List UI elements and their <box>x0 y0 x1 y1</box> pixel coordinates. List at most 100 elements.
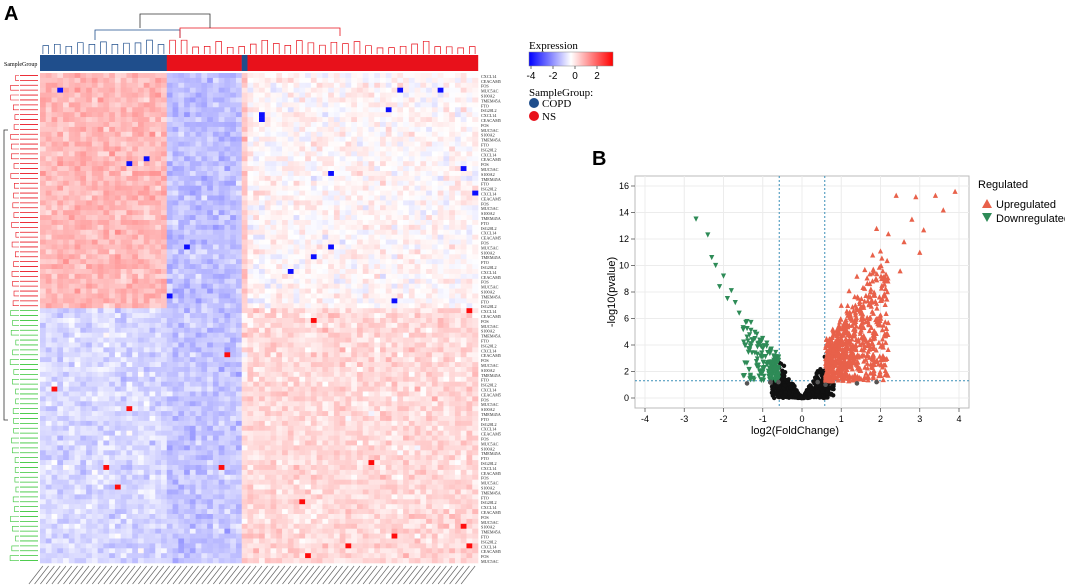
heatmap-cell <box>397 254 404 260</box>
heatmap-cell <box>339 308 346 314</box>
heatmap-cell <box>322 254 329 260</box>
heatmap-cell <box>305 205 312 211</box>
dendrogram-branch <box>180 39 188 54</box>
heatmap-cell <box>45 229 52 235</box>
heatmap-cell <box>161 107 168 113</box>
heatmap-cell <box>426 97 433 103</box>
heatmap-cell <box>408 180 415 186</box>
heatmap-cell <box>218 318 225 324</box>
heatmap-cell <box>310 77 317 84</box>
heatmap-cell <box>74 327 81 333</box>
dendrogram-branch <box>11 143 19 150</box>
heatmap-cell <box>305 357 312 363</box>
heatmap-cell <box>218 117 225 123</box>
heatmap-cell <box>178 371 185 378</box>
heatmap-cell <box>91 269 98 275</box>
heatmap-cell <box>57 303 64 309</box>
heatmap-cell <box>385 215 392 221</box>
heatmap-cell <box>51 166 58 172</box>
heatmap-cell <box>224 254 231 260</box>
heatmap-cell <box>120 205 127 211</box>
heatmap-cell <box>270 102 277 108</box>
heatmap-cell <box>178 131 185 137</box>
heatmap-cell <box>114 342 121 348</box>
heatmap-cell <box>184 180 191 186</box>
heatmap-cell <box>426 347 433 353</box>
heatmap-cell <box>431 156 438 162</box>
heatmap-cell <box>218 102 225 108</box>
heatmap-cell <box>149 371 156 378</box>
heatmap-cell <box>230 288 237 294</box>
heatmap-cell <box>247 205 254 211</box>
heatmap-cell <box>310 347 317 353</box>
heatmap-cell <box>380 175 387 182</box>
heatmap-cell <box>74 166 81 172</box>
heatmap-cell <box>126 156 133 162</box>
heatmap-cell <box>322 200 329 206</box>
heatmap-cell <box>51 205 58 211</box>
heatmap-cell <box>356 107 364 113</box>
heatmap-cell <box>310 87 317 93</box>
heatmap-cell <box>380 244 387 250</box>
heatmap-cell <box>356 273 364 280</box>
heatmap-cell <box>235 337 243 343</box>
heatmap-cell <box>397 195 404 201</box>
heatmap-cell <box>287 239 294 245</box>
heatmap-cell <box>155 107 162 113</box>
heatmap-cell <box>224 180 231 186</box>
heatmap-cell <box>120 141 127 147</box>
heatmap-cell <box>264 347 271 353</box>
heatmap-cell <box>328 288 335 294</box>
heatmap-cell <box>235 352 243 358</box>
heatmap-cell <box>63 234 70 240</box>
heatmap-cell <box>426 166 433 172</box>
heatmap-cell <box>397 131 404 137</box>
heatmap-cell <box>431 273 438 280</box>
dendrogram-branch <box>15 486 19 493</box>
heatmap-cell <box>368 269 375 275</box>
heatmap-cell <box>149 376 156 382</box>
heatmap-cell <box>80 234 87 240</box>
heatmap-cell <box>230 269 237 275</box>
heatmap-cell <box>120 215 127 221</box>
heatmap-cell <box>155 175 162 182</box>
heatmap-cell <box>356 220 364 226</box>
heatmap-cell <box>449 318 456 324</box>
heatmap-cell <box>454 131 462 137</box>
heatmap-cell <box>270 126 277 133</box>
heatmap-cell <box>57 229 64 235</box>
heatmap-cell <box>166 73 173 79</box>
heatmap-cell <box>45 141 52 147</box>
heatmap-cell <box>264 254 271 260</box>
heatmap-cell <box>472 288 479 294</box>
heatmap-cell <box>137 308 145 314</box>
heatmap-cell <box>45 269 52 275</box>
heatmap-cell <box>351 122 358 128</box>
heatmap-cell <box>161 166 168 172</box>
dendrogram-branch <box>10 173 19 179</box>
heatmap-cell <box>356 73 364 79</box>
heatmap-cell <box>80 313 87 319</box>
heatmap-cell <box>143 161 150 167</box>
heatmap-cell <box>161 205 168 211</box>
heatmap-cell <box>161 376 168 382</box>
heatmap-cell <box>322 293 329 299</box>
heatmap-cell <box>161 352 168 358</box>
heatmap-cell <box>137 73 145 79</box>
heatmap-cell <box>426 175 433 182</box>
heatmap-cell <box>472 131 479 137</box>
heatmap-cell <box>282 126 289 133</box>
heatmap-cell <box>339 337 346 343</box>
heatmap-cell <box>472 195 479 201</box>
heatmap-cell <box>166 332 173 338</box>
heatmap-cell <box>161 318 168 324</box>
heatmap-cell <box>184 264 191 270</box>
heatmap-cell <box>414 146 421 152</box>
heatmap-cell <box>155 308 162 314</box>
heatmap-cell <box>339 322 346 329</box>
heatmap-cell <box>201 332 208 338</box>
heatmap-cell <box>235 82 243 88</box>
heatmap-cell <box>426 254 433 260</box>
heatmap-cell <box>126 185 133 191</box>
heatmap-cell <box>178 229 185 235</box>
